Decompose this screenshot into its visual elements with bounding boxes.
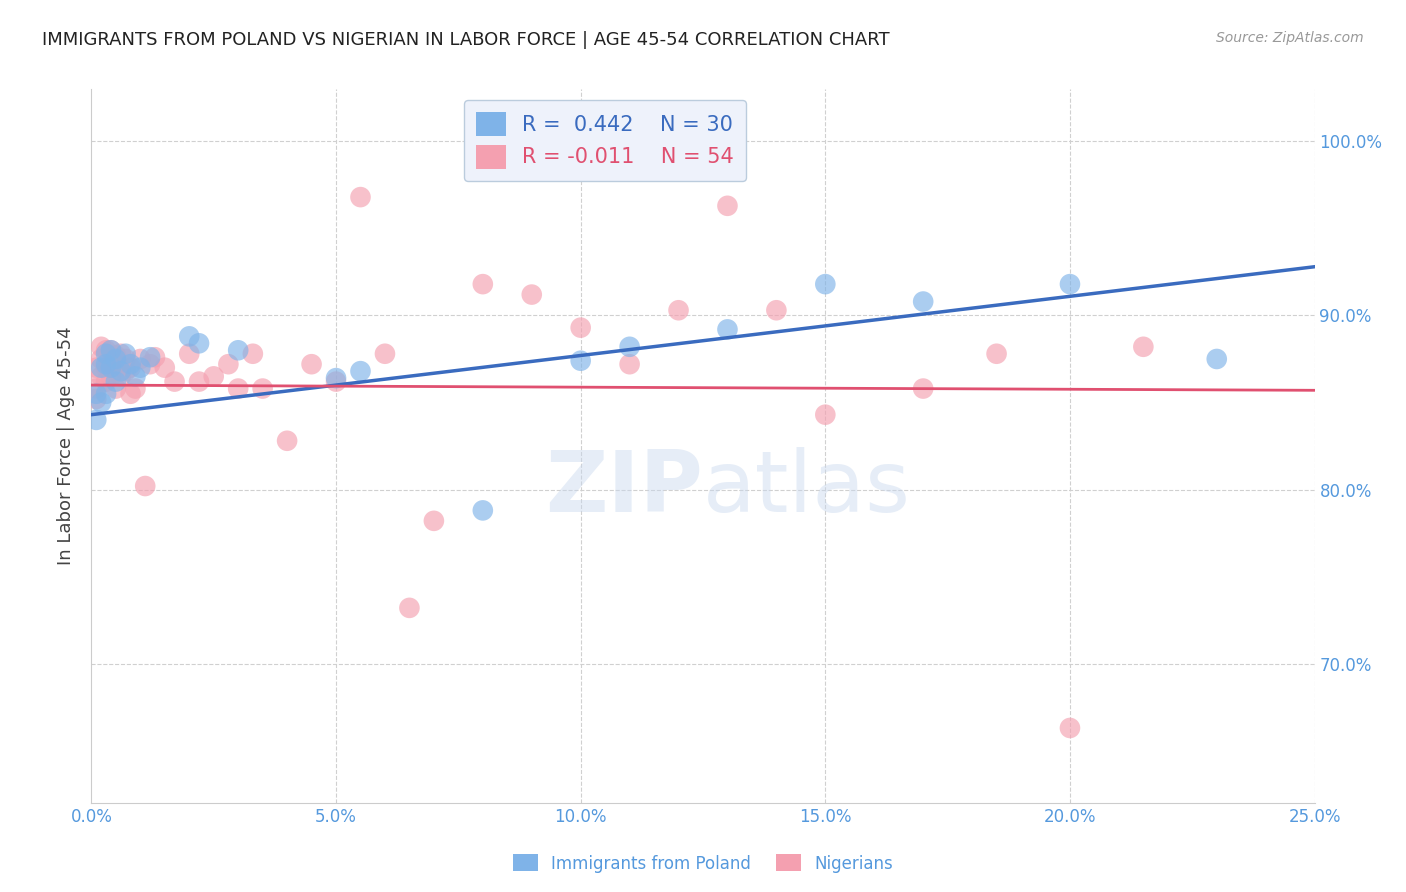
Point (104, 351, 127, 366)
Point (1132, 340, 1154, 354)
Point (398, 600, 420, 615)
Point (129, 351, 152, 366)
Point (94, 357, 117, 371)
Point (94, 347, 117, 361)
Point (110, 364, 132, 378)
Point (814, 408, 837, 422)
Point (114, 351, 136, 366)
Point (124, 382, 146, 396)
Point (349, 364, 371, 378)
Point (912, 294, 935, 309)
Point (84, 413, 107, 427)
Point (120, 386, 142, 401)
Point (139, 357, 162, 371)
Point (124, 369, 146, 384)
Point (276, 434, 298, 448)
Point (716, 322, 738, 336)
Point (100, 369, 122, 384)
Point (520, 287, 543, 301)
Point (100, 360, 122, 375)
Point (134, 479, 156, 493)
Point (90, 340, 112, 354)
Point (716, 199, 738, 213)
Point (100, 343, 122, 358)
Point (188, 336, 211, 351)
Legend: R =  0.442    N = 30, R = -0.011    N = 54: R = 0.442 N = 30, R = -0.011 N = 54 (464, 100, 747, 181)
Point (179, 329, 201, 343)
Point (202, 369, 225, 384)
Point (569, 353, 592, 368)
Text: IMMIGRANTS FROM POLAND VS NIGERIAN IN LABOR FORCE | AGE 45-54 CORRELATION CHART: IMMIGRANTS FROM POLAND VS NIGERIAN IN LA… (42, 31, 890, 49)
Point (94, 343, 117, 358)
Point (1059, 277, 1081, 292)
Point (120, 360, 142, 375)
Point (129, 360, 152, 375)
Point (1205, 351, 1227, 366)
Point (94, 360, 117, 375)
Point (1059, 721, 1081, 735)
Point (110, 369, 132, 384)
Point (423, 514, 446, 528)
Point (94, 386, 117, 401)
Text: ZIP: ZIP (546, 447, 703, 531)
Point (242, 347, 264, 361)
Point (619, 340, 641, 354)
Point (217, 357, 239, 371)
Point (912, 382, 935, 396)
Point (90, 395, 112, 409)
Point (104, 375, 127, 389)
Point (114, 364, 136, 378)
Point (90, 360, 112, 375)
Point (114, 347, 136, 361)
Point (374, 347, 396, 361)
Point (100, 343, 122, 358)
Point (188, 375, 211, 389)
Point (84, 382, 107, 396)
Point (226, 382, 249, 396)
Point (619, 357, 641, 371)
Text: atlas: atlas (703, 447, 911, 531)
Point (471, 277, 494, 292)
Point (90, 369, 112, 384)
Point (84, 386, 107, 401)
Point (139, 350, 162, 364)
Point (325, 375, 347, 389)
Point (143, 350, 166, 364)
Point (110, 347, 132, 361)
Point (765, 303, 787, 318)
Point (104, 349, 127, 363)
Point (986, 347, 1008, 361)
Y-axis label: In Labor Force | Age 45-54: In Labor Force | Age 45-54 (58, 326, 76, 566)
Point (84, 360, 107, 375)
Point (90, 351, 112, 366)
Point (163, 375, 186, 389)
Point (94, 375, 117, 389)
Point (301, 357, 323, 371)
Point (252, 382, 274, 396)
Legend: Immigrants from Poland, Nigerians: Immigrants from Poland, Nigerians (506, 847, 900, 880)
Point (84, 392, 107, 406)
Text: Source: ZipAtlas.com: Source: ZipAtlas.com (1216, 31, 1364, 45)
Point (104, 357, 127, 371)
Point (569, 320, 592, 334)
Point (226, 343, 249, 358)
Point (120, 357, 142, 371)
Point (100, 357, 122, 371)
Point (668, 303, 690, 318)
Point (153, 360, 176, 375)
Point (471, 503, 494, 517)
Point (814, 277, 837, 292)
Point (104, 382, 127, 396)
Point (349, 190, 371, 204)
Point (179, 347, 201, 361)
Point (325, 371, 347, 385)
